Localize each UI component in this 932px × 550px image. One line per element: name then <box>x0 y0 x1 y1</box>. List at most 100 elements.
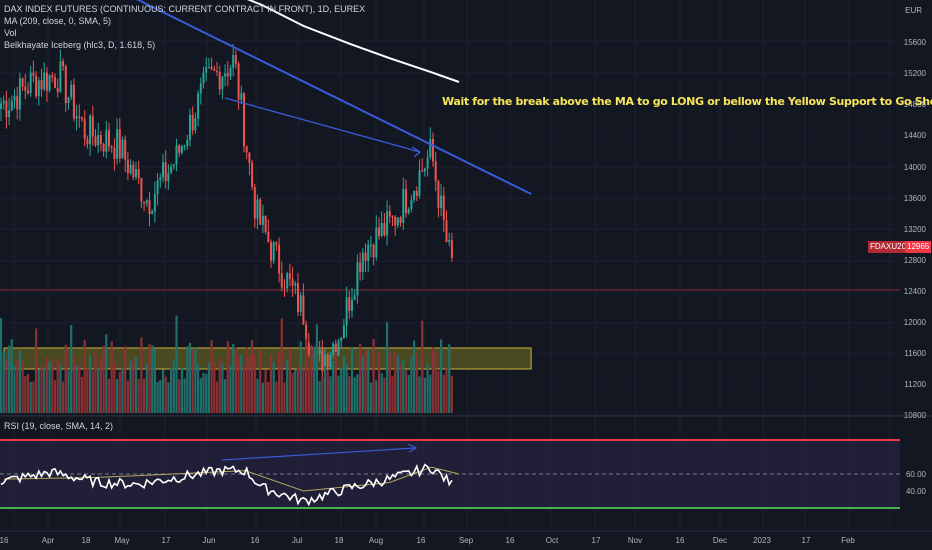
volume-bar <box>124 346 127 413</box>
candle <box>199 83 202 94</box>
candle <box>278 244 281 274</box>
y-tick-label: 12400 <box>904 287 927 296</box>
candle <box>423 168 426 172</box>
volume-bar <box>353 377 356 413</box>
candle <box>329 355 332 368</box>
candle <box>402 188 405 223</box>
candle <box>399 217 402 223</box>
candle <box>240 93 243 100</box>
x-tick-label: 16 <box>506 536 515 545</box>
volume-bar <box>188 342 192 413</box>
volume-bar <box>278 351 281 413</box>
volume-bar <box>383 377 386 413</box>
volume-bar <box>261 382 264 413</box>
volume-bar <box>402 359 405 413</box>
volume-bar <box>450 375 453 413</box>
candle <box>116 129 119 159</box>
candle <box>21 78 24 87</box>
volume-bar <box>253 354 256 413</box>
rsi-pane[interactable] <box>0 439 900 509</box>
candle <box>305 324 308 343</box>
candle <box>70 84 73 98</box>
volume-bar <box>170 368 173 413</box>
time-axis[interactable]: 16 Apr 18 May 17 Jun 16 Jul 18 Aug 16 Sep 16 Oct 17 Nov… <box>0 536 855 545</box>
x-tick-label: Jul <box>292 536 302 545</box>
volume-bar <box>94 351 97 413</box>
volume-bar <box>245 347 248 413</box>
candle <box>81 117 83 120</box>
x-tick-label: 17 <box>592 536 601 545</box>
candle <box>202 72 205 84</box>
vol-legend[interactable]: Vol <box>4 28 17 38</box>
volume-bar <box>43 367 46 413</box>
volume-bar <box>421 320 424 413</box>
volume-bar <box>72 354 75 413</box>
candle <box>356 262 359 296</box>
volume-bar <box>205 373 208 413</box>
volume-bar <box>356 374 359 413</box>
candle <box>135 169 137 178</box>
price-axis[interactable]: 15600 15200 14800 14400 14000 13600 13200 12800… <box>904 38 927 496</box>
candle <box>102 144 105 152</box>
volume-bar <box>345 364 348 413</box>
x-tick-label: Oct <box>546 536 559 545</box>
candle <box>369 244 372 246</box>
volume-bar <box>307 367 310 413</box>
volume-bar <box>229 365 232 413</box>
rsi-line <box>0 463 453 507</box>
volume-bar <box>348 376 351 413</box>
volume-bar <box>167 382 170 413</box>
volume-bar <box>240 354 243 413</box>
y-tick-label: 15600 <box>904 38 927 47</box>
y-tick-label: 11600 <box>904 349 926 358</box>
volume-bar <box>340 368 343 413</box>
trendline <box>136 0 532 195</box>
candle <box>75 116 78 119</box>
candle <box>407 208 410 214</box>
candle <box>388 211 391 217</box>
volume-bar <box>102 345 105 413</box>
candle <box>251 162 254 187</box>
last-price-tag: 12965 <box>905 241 932 253</box>
candle <box>280 273 283 288</box>
volume-bar <box>118 371 121 413</box>
ma-legend[interactable]: MA (209, close, 0, SMA, 5) <box>4 16 112 26</box>
volume-bar <box>164 376 167 413</box>
candle <box>448 239 451 242</box>
y-tick-label: 13200 <box>904 225 927 234</box>
candle <box>307 342 310 355</box>
candle <box>340 338 343 341</box>
price-pane[interactable] <box>0 0 900 384</box>
volume-bar <box>180 368 183 413</box>
candle <box>415 190 418 197</box>
rsi-legend[interactable]: RSI (19, close, SMA, 14, 2) <box>4 421 114 431</box>
volume-bar <box>183 378 186 413</box>
iceberg-legend[interactable]: Belkhayate Iceberg (hlc3, D, 1.618, 5) <box>4 40 156 50</box>
volume-bar <box>121 367 124 413</box>
volume-bar <box>272 361 275 413</box>
candle <box>394 216 397 226</box>
x-tick-label: Feb <box>841 536 855 545</box>
volume-bar <box>70 325 73 413</box>
candle <box>178 145 181 153</box>
volume-bar <box>213 362 216 413</box>
volume-bar <box>413 340 416 413</box>
candle <box>302 295 305 325</box>
volume-pane[interactable] <box>0 315 453 413</box>
candle <box>186 140 189 146</box>
x-tick-label: Dec <box>713 536 727 545</box>
candle <box>367 244 370 261</box>
volume-bar <box>267 381 270 413</box>
candle <box>391 216 394 218</box>
volume-bar <box>269 355 273 413</box>
volume-bar <box>221 363 224 413</box>
symbol-title[interactable]: DAX INDEX FUTURES (CONTINUOUS: CURRENT C… <box>4 4 366 14</box>
volume-bar <box>140 337 143 413</box>
volume-bar <box>318 381 321 413</box>
candle <box>172 164 175 167</box>
volume-bar <box>375 380 378 413</box>
volume-bar <box>291 372 294 413</box>
volume-bar <box>113 362 116 413</box>
candle <box>450 239 453 259</box>
